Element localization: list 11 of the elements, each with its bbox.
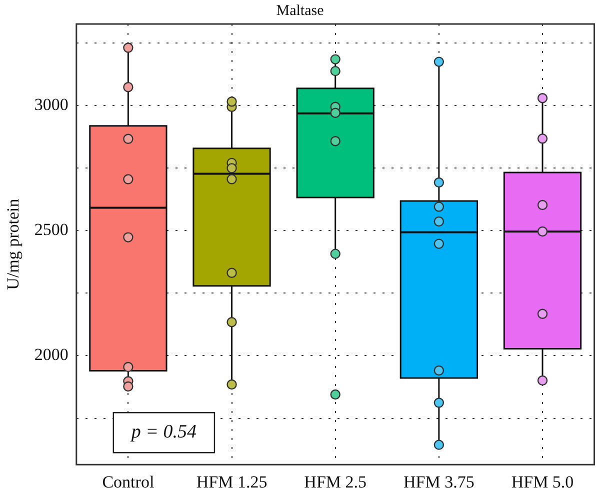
y-tick-label: 2500 — [34, 220, 68, 239]
y-axis-title: U/mg protein — [4, 198, 23, 290]
annotation: p = 0.54 — [129, 422, 197, 443]
y-tick-label: 3000 — [34, 94, 68, 114]
x-tick-label: Control — [102, 472, 154, 492]
x-tick-label: HFM 1.25 — [196, 472, 268, 492]
chart-title: Maltase — [276, 2, 324, 19]
x-tick-label: HFM 5.0 — [511, 472, 574, 492]
x-tick-label: HFM 2.5 — [304, 472, 367, 492]
y-tick-label: 2000 — [34, 345, 68, 364]
x-tick-label: HFM 3.75 — [404, 472, 474, 492]
